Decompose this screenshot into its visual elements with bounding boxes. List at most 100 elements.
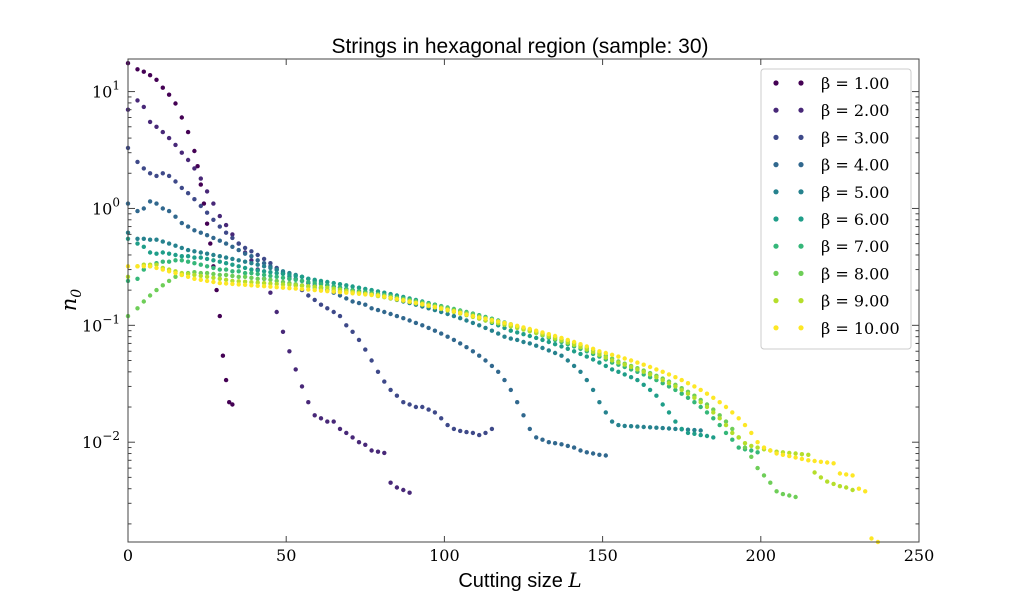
data-point xyxy=(515,400,520,405)
data-point xyxy=(552,333,558,339)
data-point xyxy=(603,453,608,458)
data-point xyxy=(521,325,526,330)
data-point xyxy=(293,277,298,282)
data-point xyxy=(806,452,811,457)
data-point xyxy=(318,416,324,421)
data-point xyxy=(192,272,197,278)
data-point xyxy=(147,250,153,255)
data-point xyxy=(552,350,558,356)
data-point xyxy=(622,362,627,367)
data-point xyxy=(508,387,513,393)
data-point xyxy=(312,287,317,293)
data-point xyxy=(337,313,343,319)
data-point xyxy=(394,485,400,490)
data-point xyxy=(230,402,235,407)
data-point xyxy=(666,410,672,415)
data-point xyxy=(350,299,355,304)
data-point xyxy=(242,282,248,287)
data-point xyxy=(679,426,684,432)
data-point xyxy=(154,173,159,179)
data-point xyxy=(660,369,665,374)
data-point xyxy=(375,369,381,374)
data-point xyxy=(312,284,317,289)
data-point xyxy=(559,442,564,447)
data-point xyxy=(375,307,381,313)
data-point xyxy=(236,279,241,284)
data-point xyxy=(369,292,374,298)
data-point xyxy=(211,271,216,277)
data-point xyxy=(211,252,216,258)
data-point xyxy=(711,435,716,440)
legend-marker xyxy=(798,134,804,140)
data-point xyxy=(356,440,362,445)
data-point xyxy=(401,316,406,321)
data-point xyxy=(147,171,153,176)
data-point xyxy=(261,276,267,281)
x-tick-label: 100 xyxy=(429,546,460,565)
data-point xyxy=(768,448,773,453)
data-point xyxy=(249,280,254,285)
legend-marker xyxy=(773,107,779,113)
data-point xyxy=(584,377,589,383)
data-point xyxy=(692,431,697,436)
data-point xyxy=(616,360,621,365)
data-point xyxy=(571,349,577,354)
data-point xyxy=(141,264,146,269)
data-point xyxy=(521,339,526,345)
data-point xyxy=(755,440,760,445)
legend-marker xyxy=(773,134,779,140)
data-point xyxy=(160,206,165,211)
series-beta-9 xyxy=(125,262,855,493)
data-point xyxy=(635,367,640,372)
data-point xyxy=(584,354,589,359)
data-point xyxy=(287,276,292,281)
legend-marker xyxy=(773,189,779,195)
data-point xyxy=(230,262,235,267)
data-point xyxy=(856,486,862,491)
data-point xyxy=(666,381,672,386)
data-point xyxy=(236,264,241,269)
x-axis-label: Cutting size L xyxy=(458,568,581,592)
data-point xyxy=(540,330,545,335)
data-point xyxy=(280,285,286,290)
data-point xyxy=(350,329,355,334)
data-point xyxy=(483,316,488,321)
data-point xyxy=(489,363,495,369)
data-point xyxy=(464,429,469,435)
data-point xyxy=(179,272,184,278)
legend-label: β = 10.00 xyxy=(821,319,900,338)
data-point xyxy=(249,249,254,254)
data-point xyxy=(179,220,184,226)
data-point xyxy=(394,313,400,319)
data-point xyxy=(470,320,476,326)
data-point xyxy=(571,445,577,450)
data-point xyxy=(135,67,140,72)
x-axis: 0 50 100 150 200 250 xyxy=(123,59,934,565)
data-point xyxy=(318,288,324,293)
data-point xyxy=(508,336,513,341)
data-point xyxy=(616,422,621,428)
data-point xyxy=(261,256,267,262)
data-point xyxy=(654,425,659,430)
data-point xyxy=(211,265,216,271)
data-point xyxy=(692,400,697,405)
data-point xyxy=(742,422,748,428)
data-point xyxy=(559,353,564,358)
data-point xyxy=(382,379,387,384)
data-point xyxy=(160,283,165,288)
data-point xyxy=(799,456,805,462)
data-point xyxy=(230,269,235,274)
data-point xyxy=(135,236,140,241)
data-point xyxy=(230,232,235,237)
data-point xyxy=(571,363,577,369)
data-point xyxy=(685,381,691,386)
data-point xyxy=(173,243,178,248)
data-point xyxy=(584,347,589,352)
data-point xyxy=(268,284,273,289)
data-point xyxy=(280,329,286,334)
data-point xyxy=(559,335,564,341)
data-point xyxy=(806,458,811,463)
data-point xyxy=(711,395,716,400)
data-point xyxy=(318,285,324,290)
data-point xyxy=(185,259,191,264)
